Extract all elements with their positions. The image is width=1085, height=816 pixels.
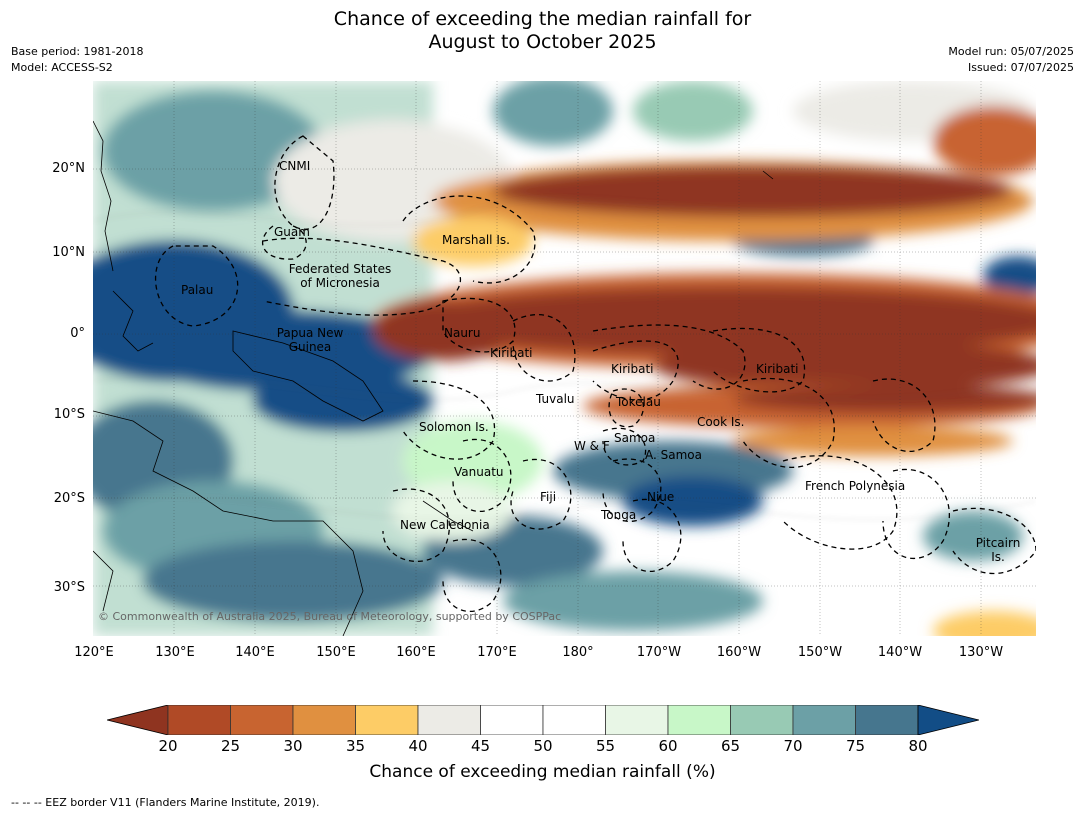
- colorbar-cell-75-80: [855, 704, 919, 736]
- lat-label-20n: 20°N: [52, 161, 85, 176]
- label-wallis-futuna: W & F: [574, 439, 610, 453]
- label-fsm-line-1: Federated States: [288, 262, 392, 276]
- map-svg: [93, 81, 1036, 636]
- lon-label-170w: 170°W: [636, 645, 682, 660]
- label-tuvalu: Tuvalu: [536, 392, 575, 406]
- label-kiribati-east: Kiribati: [756, 362, 799, 376]
- label-fsm-line-2: of Micronesia: [300, 276, 380, 290]
- label-guam: Guam: [274, 225, 310, 239]
- label-american-samoa: A. Samoa: [645, 448, 702, 462]
- label-png-line-1: Papua New: [276, 326, 344, 340]
- colorbar-tick-25: 25: [220, 737, 241, 755]
- colorbar-cell-60-65: [667, 704, 731, 736]
- label-marshall: Marshall Is.: [442, 233, 510, 247]
- label-fsm: Federated States of Micronesia: [285, 262, 395, 290]
- lat-label-20s: 20°S: [53, 491, 85, 506]
- lon-label-140e: 140°E: [235, 645, 275, 660]
- label-pitcairn-line-1: Pitcairn: [975, 536, 1021, 550]
- title-line-2: August to October 2025: [428, 31, 657, 53]
- label-niue: Niue: [647, 490, 675, 504]
- colorbar-cell-25-30: [230, 704, 294, 736]
- lon-label-150w: 150°W: [797, 645, 843, 660]
- model-run: Model run: 05/07/2025: [948, 45, 1074, 58]
- label-cnmi: CNMI: [279, 159, 311, 173]
- colorbar-tick-20: 20: [158, 737, 178, 755]
- colorbar-cell-55-60: [605, 704, 669, 736]
- label-png: Papua New Guinea: [272, 326, 348, 354]
- issued-date: Issued: 07/07/2025: [967, 61, 1074, 74]
- label-png-line-2: Guinea: [288, 340, 332, 354]
- colorbar-tick-40: 40: [408, 737, 428, 755]
- label-vanuatu: Vanuatu: [454, 465, 504, 479]
- label-new-caledonia: New Caledonia: [400, 518, 490, 532]
- base-period: Base period: 1981-2018: [11, 45, 144, 58]
- colorbar-cell-70-75: [792, 704, 856, 736]
- colorbar-label: Chance of exceeding median rainfall (%): [369, 762, 716, 782]
- lat-label-30s: 30°S: [53, 580, 85, 595]
- label-pitcairn-line-2: Is.: [991, 550, 1005, 564]
- colorbar-cell-65-70: [730, 704, 794, 736]
- label-solomon: Solomon Is.: [419, 420, 489, 434]
- colorbar-cell-30-35: [292, 704, 356, 736]
- label-palau: Palau: [181, 283, 214, 297]
- colorbar-tick-75: 75: [845, 737, 866, 755]
- colorbar-cell-45-50: [480, 704, 544, 736]
- lat-label-10s: 10°S: [53, 407, 85, 422]
- colorbar-tick-35: 35: [345, 737, 366, 755]
- label-tokelau: Tokelau: [616, 395, 661, 409]
- colorbar-tick-70: 70: [783, 737, 803, 755]
- label-french-polynesia: French Polynesia: [805, 479, 906, 493]
- lon-label-160w: 160°W: [716, 645, 762, 660]
- map-title: Chance of exceeding the median rainfall …: [0, 8, 1085, 54]
- colorbar-cell-50-55: [542, 704, 606, 736]
- label-cook-islands: Cook Is.: [697, 415, 745, 429]
- lon-label-160e: 160°E: [396, 645, 436, 660]
- colorbar-cell-20-25: [167, 704, 231, 736]
- label-tonga: Tonga: [601, 508, 637, 522]
- colorbar-extend-low: [106, 704, 169, 736]
- model-name: Model: ACCESS-S2: [11, 61, 113, 74]
- colorbar: [106, 704, 980, 736]
- colorbar-tick-45: 45: [470, 737, 491, 755]
- lat-label-10n: 10°N: [52, 245, 85, 260]
- label-samoa: Samoa: [614, 431, 656, 445]
- colorbar-tick-30: 30: [283, 737, 303, 755]
- colorbar-svg: [106, 704, 980, 736]
- label-nauru: Nauru: [444, 326, 481, 340]
- colorbar-cell-40-45: [417, 704, 481, 736]
- title-line-1: Chance of exceeding the median rainfall …: [333, 8, 752, 30]
- rainfall-map: [93, 81, 1036, 636]
- colorbar-extend-high: [917, 704, 980, 736]
- lon-label-150e: 150°E: [316, 645, 356, 660]
- colorbar-tick-50: 50: [533, 737, 553, 755]
- label-fiji: Fiji: [540, 490, 557, 504]
- lon-label-130w: 130°W: [958, 645, 1004, 660]
- colorbar-cell-35-40: [355, 704, 419, 736]
- copyright-notice: © Commonwealth of Australia 2025, Bureau…: [98, 610, 562, 623]
- eez-footnote: -- -- -- EEZ border V11 (Flanders Marine…: [11, 796, 320, 809]
- label-kiribati-central: Kiribati: [611, 362, 654, 376]
- label-kiribati-west: Kiribati: [490, 346, 533, 360]
- meta-left: Base period: 1981-2018 Model: ACCESS-S2: [11, 44, 143, 76]
- colorbar-tick-65: 65: [720, 737, 741, 755]
- lon-label-140w: 140°W: [877, 645, 923, 660]
- colorbar-tick-80: 80: [908, 737, 928, 755]
- lon-label-120e: 120°E: [74, 645, 114, 660]
- colorbar-tick-55: 55: [595, 737, 616, 755]
- lon-label-130e: 130°E: [155, 645, 195, 660]
- lat-label-0: 0°: [70, 326, 85, 341]
- lon-label-180: 180°: [562, 645, 594, 660]
- meta-right: Model run: 05/07/2025 Issued: 07/07/2025: [948, 44, 1074, 76]
- lon-label-170e: 170°E: [477, 645, 517, 660]
- label-pitcairn: Pitcairn Is.: [972, 536, 1024, 564]
- colorbar-tick-60: 60: [658, 737, 678, 755]
